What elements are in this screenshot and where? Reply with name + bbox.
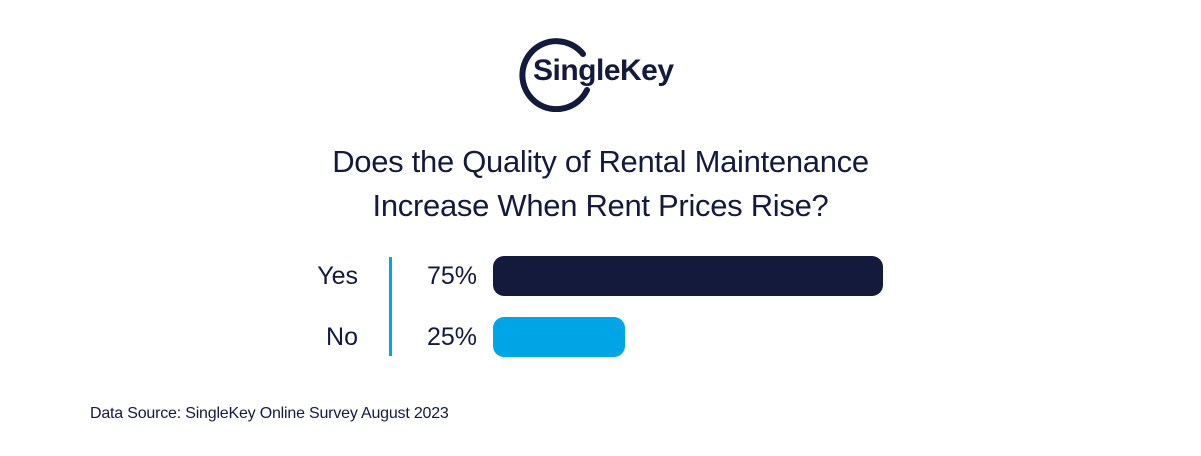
logo-ring-icon [519,38,590,112]
bar-yes [493,256,883,296]
bar-no [493,317,625,357]
singlekey-logo: SingleKey [505,28,705,112]
data-source-note: Data Source: SingleKey Online Survey Aug… [90,405,449,422]
chart-title: Does the Quality of Rental Maintenance I… [0,140,1201,228]
value-label-yes: 75% [426,262,477,290]
value-label-no: 25% [426,323,477,351]
chart-title-line-1: Does the Quality of Rental Maintenance [332,144,869,179]
category-label-yes: Yes [317,262,358,290]
category-label-no: No [326,323,358,351]
logo-wordmark: SingleKey [533,54,674,87]
chart-title-line-2: Increase When Rent Prices Rise? [372,188,829,223]
category-axis-line [389,257,392,356]
